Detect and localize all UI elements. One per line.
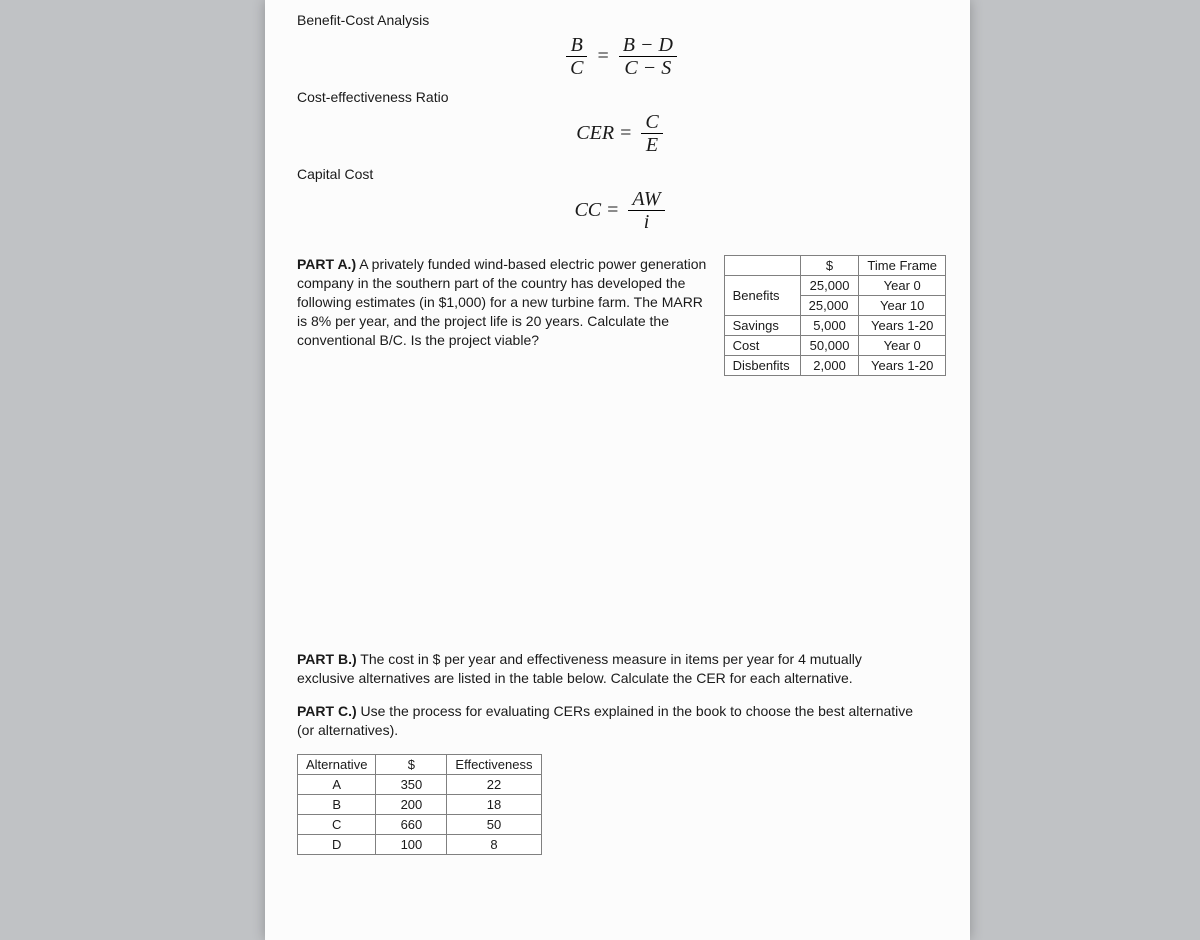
part-b-label: PART B.) [297,651,357,667]
cell-cost: 350 [376,774,447,794]
heading-cc: Capital Cost [297,166,946,182]
heading-bca: Benefit-Cost Analysis [297,12,946,28]
cell-eff: 50 [447,814,541,834]
bca-rhs-den: C − S [619,57,677,79]
part-b-body: The cost in $ per year and effectiveness… [297,651,862,686]
part-a-table: $ Time Frame Benefits 25,000 Year 0 25,0… [724,255,946,376]
heading-cer: Cost-effectiveness Ratio [297,89,946,105]
cell-label: Benefits [724,276,800,316]
alt-header: Alternative [298,754,376,774]
cell-alt: D [298,834,376,854]
cell-eff: 18 [447,794,541,814]
cell-alt: B [298,794,376,814]
alternatives-table: Alternative $ Effectiveness A 350 22 B 2… [297,754,542,855]
table-row: Savings 5,000 Years 1-20 [724,316,945,336]
cell-time: Year 10 [859,296,946,316]
part-a-body: A privately funded wind-based electric p… [297,256,706,348]
cell-eff: 22 [447,774,541,794]
cell-blank [724,256,800,276]
cell-alt: A [298,774,376,794]
cell-cost: 660 [376,814,447,834]
cer-rhs-den: E [641,134,662,156]
spacer [297,376,946,636]
bca-lhs-num: B [566,34,587,57]
cell-label: Disbenfits [724,356,800,376]
cc-eq: = [607,199,618,222]
part-c-text: PART C.) Use the process for evaluating … [297,702,917,740]
table-row: A 350 22 [298,774,542,794]
cell-time: Year 0 [859,336,946,356]
cell-value: 50,000 [800,336,859,356]
bca-eq: = [597,45,608,68]
cell-cost: 100 [376,834,447,854]
bca-lhs-den: C [566,57,587,79]
cell-value: 2,000 [800,356,859,376]
cell-timeframe-header: Time Frame [859,256,946,276]
part-a-text: PART A.) A privately funded wind-based e… [297,255,710,349]
table-row: Disbenfits 2,000 Years 1-20 [724,356,945,376]
formula-cer: CER = C E [297,111,946,156]
cell-eff: 8 [447,834,541,854]
part-a-label: PART A.) [297,256,356,272]
table-row: Alternative $ Effectiveness [298,754,542,774]
cell-alt: C [298,814,376,834]
table-row: Cost 50,000 Year 0 [724,336,945,356]
cer-eq: = [620,122,631,145]
alt-dollar-header: $ [376,754,447,774]
formula-cc: CC = AW i [297,188,946,233]
cell-label: Cost [724,336,800,356]
cc-rhs-den: i [628,211,664,233]
document-page: Benefit-Cost Analysis B C = B − D C − S … [265,0,970,940]
table-row: $ Time Frame [724,256,945,276]
table-row: D 100 8 [298,834,542,854]
part-c-body: Use the process for evaluating CERs expl… [297,703,913,738]
part-b-text: PART B.) The cost in $ per year and effe… [297,650,917,688]
cc-lhs: CC [574,199,601,222]
cer-lhs: CER [576,122,614,145]
cell-value: 5,000 [800,316,859,336]
table-row: B 200 18 [298,794,542,814]
cer-rhs-num: C [641,111,662,134]
alt-eff-header: Effectiveness [447,754,541,774]
table-row: C 660 50 [298,814,542,834]
cell-time: Years 1-20 [859,316,946,336]
cell-value: 25,000 [800,296,859,316]
cell-time: Year 0 [859,276,946,296]
cell-value: 25,000 [800,276,859,296]
cc-rhs-num: AW [628,188,664,211]
cell-dollar-header: $ [800,256,859,276]
cell-cost: 200 [376,794,447,814]
cell-time: Years 1-20 [859,356,946,376]
part-c-label: PART C.) [297,703,357,719]
formula-bca: B C = B − D C − S [297,34,946,79]
table-row: Benefits 25,000 Year 0 [724,276,945,296]
cell-label: Savings [724,316,800,336]
bca-rhs-num: B − D [619,34,677,57]
part-a-row: PART A.) A privately funded wind-based e… [297,255,946,376]
